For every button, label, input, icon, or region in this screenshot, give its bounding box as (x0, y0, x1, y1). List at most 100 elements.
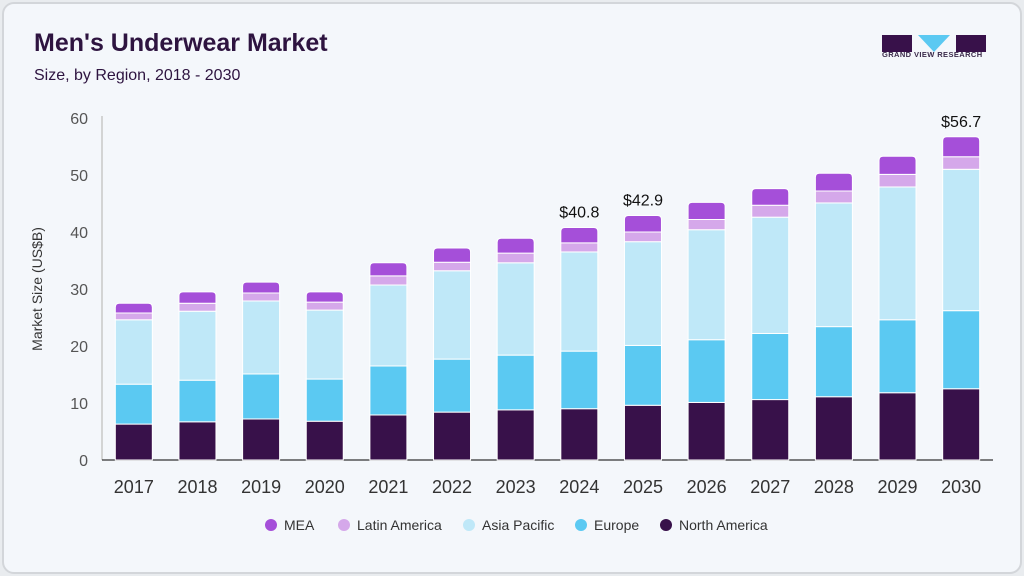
bar-segment-asia-pacific (114, 319, 153, 385)
x-tick-label: 2024 (559, 477, 599, 497)
bar-segment-asia-pacific (305, 309, 344, 380)
bar-segment-asia-pacific (178, 310, 217, 381)
bar-segment-europe (942, 310, 981, 390)
y-tick-label: 60 (70, 111, 88, 128)
bar-segment-latin-america (114, 312, 153, 321)
x-tick-label: 2029 (878, 477, 918, 497)
bar-segment-asia-pacific (433, 270, 472, 360)
legend-label: Latin America (357, 517, 442, 533)
bar-segment-mea (687, 201, 726, 220)
bar-segment-europe (751, 332, 790, 401)
legend-swatch-europe (575, 519, 587, 531)
bar-segment-europe (305, 378, 344, 422)
x-tick-label: 2019 (241, 477, 281, 497)
bar-segment-europe (369, 365, 408, 416)
x-tick-label: 2025 (623, 477, 663, 497)
x-tick-label: 2020 (305, 477, 345, 497)
data-label: $40.8 (559, 204, 599, 221)
legend-swatch-asia-pacific (463, 519, 475, 531)
logo-text: GRAND VIEW RESEARCH (882, 50, 983, 59)
bar-segment-latin-america (496, 252, 535, 264)
bar-segment-latin-america (878, 173, 917, 188)
bar-segment-mea (560, 226, 599, 244)
bar-segment-north-america (814, 396, 853, 461)
bar-segment-europe (242, 373, 281, 420)
bar-segment-asia-pacific (687, 229, 726, 341)
bar-segment-europe (178, 379, 217, 423)
bar-segment-mea (814, 172, 853, 192)
bar-segment-asia-pacific (878, 186, 917, 321)
x-tick-label: 2017 (114, 477, 154, 497)
bar-segment-latin-america (433, 261, 472, 272)
bar-segment-latin-america (687, 218, 726, 231)
x-tick-label: 2026 (687, 477, 727, 497)
bar-segment-mea (305, 291, 344, 303)
chart-title: Men's Underwear Market (34, 29, 328, 57)
x-tick-label: 2027 (750, 477, 790, 497)
bar-segment-asia-pacific (560, 251, 599, 352)
bar-segment-latin-america (178, 302, 217, 312)
bar-segment-asia-pacific (496, 262, 535, 356)
legend-label: Asia Pacific (482, 517, 554, 533)
bar-segment-north-america (560, 408, 599, 461)
bar-segment-europe (433, 358, 472, 413)
y-tick-label: 30 (70, 282, 88, 299)
legend-label: Europe (594, 517, 639, 533)
x-tick-label: 2018 (177, 477, 217, 497)
bar-segment-europe (114, 383, 153, 425)
bar-segment-north-america (114, 423, 153, 461)
bar-segment-north-america (178, 421, 217, 461)
y-tick-label: 20 (70, 339, 88, 356)
bar-segment-north-america (878, 392, 917, 461)
legend-label: North America (679, 517, 768, 533)
bar-segment-north-america (242, 418, 281, 461)
bar-segment-latin-america (814, 190, 853, 204)
bar-segment-mea (178, 291, 217, 304)
bar-segment-mea (369, 262, 408, 277)
bar-segment-latin-america (623, 231, 662, 243)
bar-segment-asia-pacific (623, 241, 662, 346)
bar-segment-latin-america (560, 242, 599, 253)
bar-segment-north-america (433, 411, 472, 461)
bar-segment-mea (942, 136, 981, 158)
bar-segment-mea (623, 214, 662, 233)
bar-segment-north-america (369, 414, 408, 461)
bar-segment-mea (751, 188, 790, 206)
bar-segment-mea (433, 247, 472, 263)
chart-subtitle: Size, by Region, 2018 - 2030 (34, 67, 241, 84)
bar-segment-latin-america (751, 204, 790, 218)
bar-segment-north-america (942, 388, 981, 461)
data-label: $56.7 (941, 114, 981, 131)
bar-segment-europe (623, 344, 662, 406)
x-tick-label: 2022 (432, 477, 472, 497)
bar-segment-europe (878, 319, 917, 394)
bar-segment-latin-america (369, 275, 408, 286)
bar-segment-europe (687, 339, 726, 403)
bar-segment-europe (814, 326, 853, 398)
bar-segment-asia-pacific (751, 216, 790, 334)
grand-view-research-logo (882, 35, 986, 52)
y-tick-label: 0 (79, 453, 88, 470)
bar-segment-asia-pacific (369, 284, 408, 367)
bar-segment-latin-america (242, 292, 281, 302)
bar-segment-latin-america (305, 301, 344, 311)
bar-segment-mea (242, 281, 281, 294)
y-tick-label: 40 (70, 225, 88, 242)
y-axis-title: Market Size (US$B) (29, 227, 45, 351)
bar-segment-europe (496, 354, 535, 411)
legend-swatch-mea (265, 519, 277, 531)
x-tick-label: 2023 (496, 477, 536, 497)
bar-segment-mea (114, 302, 153, 314)
bar-segment-north-america (496, 409, 535, 461)
legend-swatch-north-america (660, 519, 672, 531)
y-tick-label: 10 (70, 396, 88, 413)
y-tick-label: 50 (70, 168, 88, 185)
bar-segment-mea (496, 237, 535, 254)
data-label: $42.9 (623, 192, 663, 209)
bar-segment-north-america (751, 399, 790, 461)
bar-segment-europe (560, 350, 599, 410)
bar-segment-mea (878, 155, 917, 175)
bar-segment-latin-america (942, 156, 981, 170)
legend-label: MEA (284, 517, 315, 533)
